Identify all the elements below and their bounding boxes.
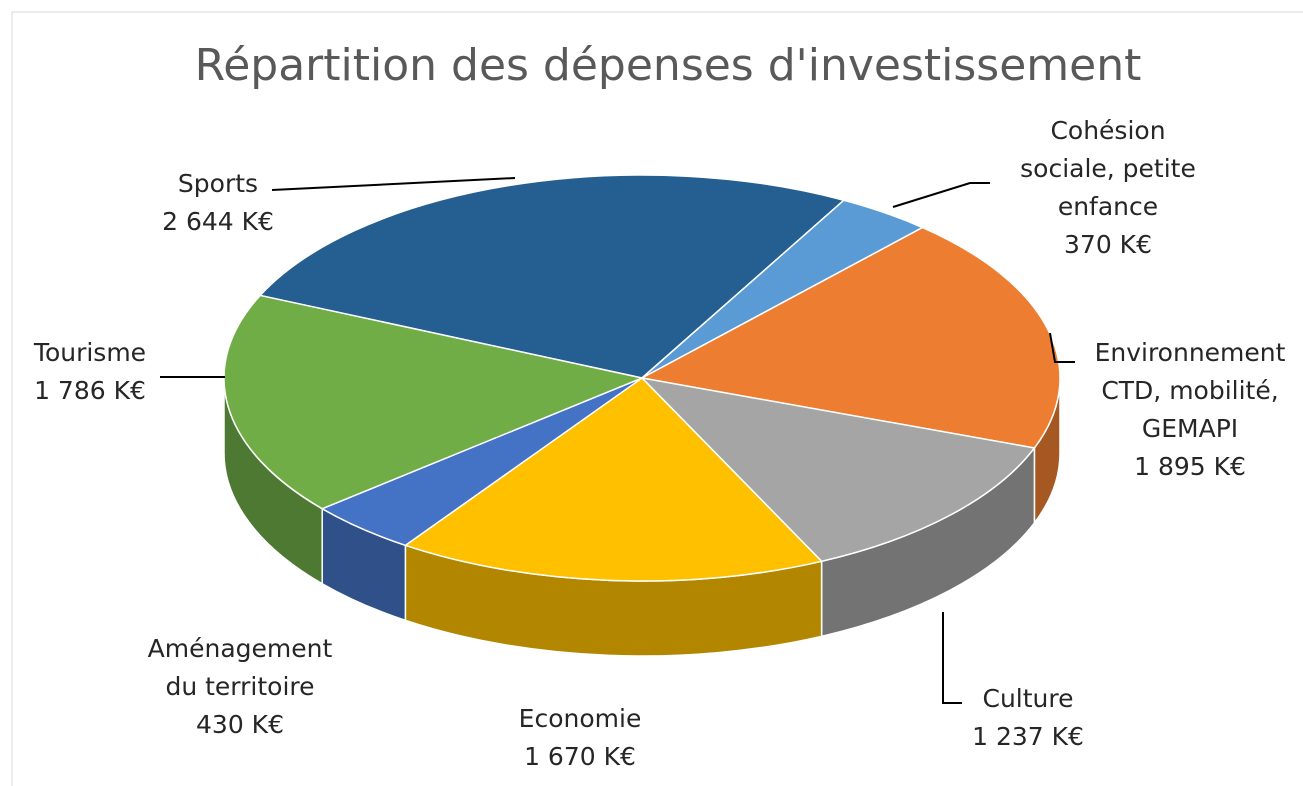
value-label: 1 895 K€ bbox=[1134, 452, 1246, 481]
pie-slice bbox=[639, 226, 1061, 449]
value-label: 1 670 K€ bbox=[524, 742, 636, 771]
category-label: Aménagement du territoire bbox=[147, 634, 333, 701]
data-label: Environnement CTD, mobilité, GEMAPI 1 895… bbox=[1095, 334, 1286, 486]
pie-slice bbox=[223, 294, 645, 510]
data-label: Cohésion sociale, petite enfance 370 K€ bbox=[1020, 112, 1196, 264]
data-label: Culture 1 237 K€ bbox=[972, 680, 1084, 756]
data-label: Sports 2 644 K€ bbox=[162, 165, 274, 241]
chart-frame bbox=[11, 11, 1303, 786]
value-label: 1 786 K€ bbox=[34, 376, 146, 405]
category-label: Sports bbox=[177, 169, 259, 198]
data-label: Economie 1 670 K€ bbox=[519, 700, 642, 776]
category-label: Tourisme bbox=[33, 338, 147, 367]
pie-slice bbox=[639, 376, 1036, 563]
pie-slice bbox=[258, 174, 846, 379]
value-label: 2 644 K€ bbox=[162, 207, 274, 236]
value-label: 1 237 K€ bbox=[972, 722, 1084, 751]
chart-title: Répartition des dépenses d'investissemen… bbox=[194, 40, 1142, 91]
pie-slice bbox=[403, 377, 824, 582]
data-label: Aménagement du territoire 430 K€ bbox=[148, 630, 333, 744]
category-label: Cohésion sociale, petite enfance bbox=[1020, 116, 1196, 221]
value-label: 370 K€ bbox=[1064, 230, 1152, 259]
category-label: Economie bbox=[518, 704, 642, 733]
category-label: Culture bbox=[982, 684, 1074, 713]
value-label: 430 K€ bbox=[196, 710, 284, 739]
leader-line bbox=[271, 177, 516, 191]
data-label: Tourisme 1 786 K€ bbox=[34, 334, 146, 410]
category-label: Environnement CTD, mobilité, GEMAPI bbox=[1094, 338, 1286, 443]
leader-line bbox=[1049, 332, 1075, 363]
leader-line bbox=[892, 182, 990, 208]
leader-line bbox=[942, 612, 962, 704]
